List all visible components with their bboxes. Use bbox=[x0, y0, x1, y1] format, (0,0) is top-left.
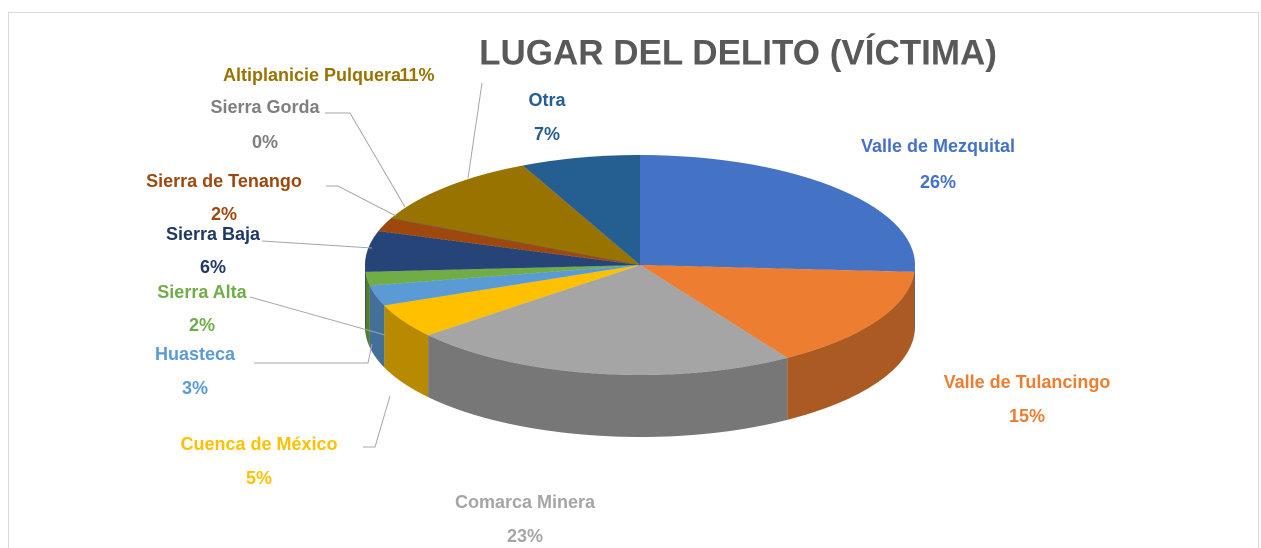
chart-title: LUGAR DEL DELITO (VÍCTIMA) bbox=[479, 32, 997, 72]
slice-value-label: 7% bbox=[534, 124, 560, 144]
slice-top bbox=[428, 265, 788, 375]
slice-side bbox=[384, 305, 429, 398]
slice-label: Huasteca bbox=[155, 344, 236, 364]
slice-top bbox=[369, 265, 640, 306]
slice-side bbox=[428, 335, 788, 437]
slice-value-label: 11% bbox=[399, 65, 434, 85]
slice-value-label: 26% bbox=[920, 172, 956, 192]
slice-label: Valle de Tulancingo bbox=[944, 372, 1111, 392]
slice-label: Otra bbox=[528, 90, 566, 110]
slice-side bbox=[369, 285, 385, 368]
slice-value-label: 15% bbox=[1009, 406, 1045, 426]
slice-top bbox=[365, 231, 640, 272]
slice-side bbox=[365, 265, 366, 334]
slice-side bbox=[787, 271, 915, 420]
slice-value-label: 6% bbox=[200, 257, 226, 277]
slice-value-label: 5% bbox=[246, 468, 272, 488]
leader-line bbox=[363, 395, 391, 448]
slice-top bbox=[640, 265, 915, 358]
slice-value-label: 0% bbox=[252, 132, 278, 152]
slice-label: Valle de Mezquital bbox=[861, 136, 1015, 156]
slice-side bbox=[365, 271, 370, 348]
slice-label: Sierra Gorda bbox=[210, 97, 320, 117]
slice-label: Sierra Alta bbox=[157, 282, 247, 302]
leader-line bbox=[325, 112, 406, 208]
slice-top bbox=[384, 265, 640, 336]
slice-top bbox=[522, 155, 640, 265]
slice-label: Sierra Baja bbox=[166, 224, 261, 244]
slice-value-label: 2% bbox=[211, 204, 237, 224]
leader-line bbox=[261, 240, 373, 249]
slice-top bbox=[640, 155, 915, 272]
leader-line bbox=[249, 296, 386, 336]
slice-label: Altiplanicie Pulquera bbox=[223, 65, 402, 85]
leader-line bbox=[254, 343, 373, 364]
slice-top bbox=[391, 165, 640, 265]
slice-label: Cuenca de México bbox=[180, 434, 337, 454]
slice-value-label: 3% bbox=[182, 378, 208, 398]
slice-label: Sierra de Tenango bbox=[146, 171, 302, 191]
leader-line bbox=[467, 82, 483, 179]
slice-value-label: 2% bbox=[189, 315, 215, 335]
slice-value-label: 23% bbox=[507, 526, 543, 546]
slice-label: Comarca Minera bbox=[455, 492, 596, 512]
leader-line bbox=[326, 185, 397, 217]
slice-top bbox=[365, 265, 640, 286]
slice-top bbox=[378, 218, 640, 265]
slice-side bbox=[914, 265, 915, 334]
